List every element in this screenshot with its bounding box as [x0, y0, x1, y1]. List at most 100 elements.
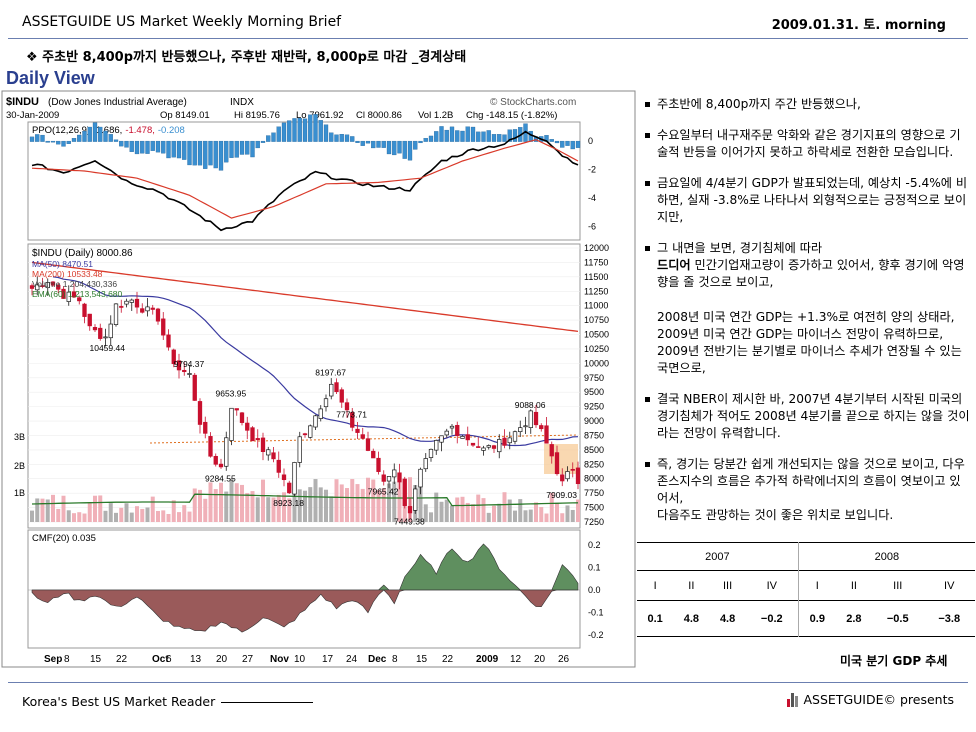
- ppo-histogram-bar: [486, 130, 491, 142]
- chart-volume: Vol 1.2B: [418, 110, 453, 121]
- bullet-dot: [645, 181, 650, 186]
- volume-bar: [339, 484, 344, 522]
- price-tick-label: 11000: [584, 301, 608, 311]
- x-tick-label: 10: [294, 654, 306, 665]
- candle-body: [497, 439, 502, 453]
- candle-body: [218, 463, 224, 468]
- ppo-label: PPO(12,26,9) -1.686, -1.478, -0.208: [32, 125, 185, 136]
- volume-bar: [156, 510, 160, 522]
- ppo-histogram-bar: [92, 122, 98, 142]
- volume-bar: [455, 497, 460, 522]
- ppo-histogram-bar: [402, 140, 407, 159]
- candle-body: [470, 442, 476, 446]
- volume-bar: [523, 510, 528, 522]
- chart-date: 30-Jan-2009: [6, 110, 59, 121]
- candle-body: [292, 462, 297, 495]
- ppo-histogram-bar: [45, 140, 50, 143]
- price-tick-label: 8250: [584, 459, 604, 469]
- candle-body: [402, 478, 407, 506]
- volume-bar: [308, 487, 313, 522]
- volume-bar: [345, 488, 349, 522]
- section-title: Daily View: [6, 68, 95, 88]
- candle-body: [323, 398, 329, 408]
- chart-symbol: $INDU: [6, 96, 39, 108]
- bullet-dot: [645, 397, 650, 402]
- candle-body: [386, 476, 392, 482]
- footer-brand: ASSETGUIDE© presents: [803, 692, 954, 707]
- candle-body: [549, 444, 554, 457]
- ppo-histogram-bar: [297, 118, 302, 142]
- volume-bar: [182, 505, 187, 522]
- volume-bar: [82, 513, 87, 522]
- volume-bar: [397, 478, 402, 522]
- candle-body: [40, 285, 45, 287]
- candle-body: [187, 373, 192, 375]
- candle-body: [413, 488, 418, 511]
- price-tick-label: 10500: [584, 330, 609, 340]
- candle-body: [365, 438, 371, 451]
- volume-bar: [177, 512, 181, 522]
- volume-bar: [266, 497, 271, 522]
- volume-bar: [570, 509, 575, 522]
- ppo-histogram-bar: [365, 140, 371, 144]
- ppo-histogram-bar: [570, 140, 575, 150]
- candle-body: [560, 474, 565, 482]
- x-tick-label: 8: [64, 654, 70, 665]
- gdp-value: −0.2: [745, 600, 799, 637]
- ppo-histogram-bar: [271, 132, 276, 142]
- volume-bar: [30, 510, 34, 522]
- gdp-quarter: I: [653, 579, 657, 592]
- candle-body: [507, 437, 512, 444]
- volume-bar: [576, 499, 580, 522]
- chart-frame: [1, 90, 636, 668]
- candle-body: [87, 313, 92, 327]
- candle-body: [119, 306, 124, 308]
- ppo-histogram-bar: [281, 122, 287, 142]
- gdp-value: −0.5: [886, 612, 909, 625]
- ppo-histogram-bar: [355, 140, 360, 143]
- volume-bar: [114, 512, 118, 522]
- candle-body: [161, 318, 166, 336]
- price-annotation: 7965.42: [368, 487, 399, 497]
- ma200-label: MA(200) 10533.48: [32, 269, 103, 279]
- volume-bar: [539, 507, 544, 522]
- x-tick-label: Dec: [368, 654, 387, 665]
- bar-chart-icon: [787, 692, 799, 707]
- ppo-histogram-bar: [502, 134, 507, 142]
- gdp-table: 2007 2008 I II III IV I II III IV 0.1 4.…: [637, 542, 975, 637]
- volume-bar: [381, 488, 386, 522]
- candle-body: [255, 438, 260, 441]
- volume-bar: [140, 508, 145, 522]
- volume-bar: [555, 502, 559, 522]
- ppo-tick-label: 0: [588, 136, 593, 146]
- candle-body: [554, 452, 560, 475]
- candle-body: [245, 422, 250, 431]
- x-tick-label: 12: [510, 654, 522, 665]
- ppo-histogram-bar: [61, 140, 66, 147]
- candle-body: [260, 437, 266, 452]
- price-tick-label: 8750: [584, 430, 604, 440]
- ppo-histogram-bar: [145, 140, 150, 154]
- price-tick-label: 9500: [584, 387, 604, 397]
- candle-body: [92, 327, 98, 331]
- volume-tick-label: 2B: [14, 461, 25, 471]
- cmf-panel: [27, 529, 581, 649]
- ppo-histogram-bar: [35, 134, 40, 142]
- candle-body: [108, 323, 113, 339]
- volume-bar: [371, 479, 376, 522]
- ppo-histogram-bar: [528, 130, 533, 142]
- candle-body: [570, 468, 575, 471]
- ppo-histogram-bar: [287, 120, 292, 142]
- volume-bar: [119, 507, 124, 522]
- ppo-histogram-bar: [565, 140, 570, 146]
- candle-body: [77, 297, 82, 302]
- x-tick-label: 22: [116, 654, 128, 665]
- ppo-histogram-bar: [308, 114, 313, 142]
- candle-body: [523, 425, 528, 428]
- chart-exchange: INDX: [230, 97, 254, 108]
- x-tick-label: Oct: [152, 654, 169, 665]
- volume-bar: [66, 510, 71, 522]
- volume-bar: [565, 505, 570, 522]
- candle-body: [486, 445, 491, 448]
- volume-bar: [292, 485, 297, 522]
